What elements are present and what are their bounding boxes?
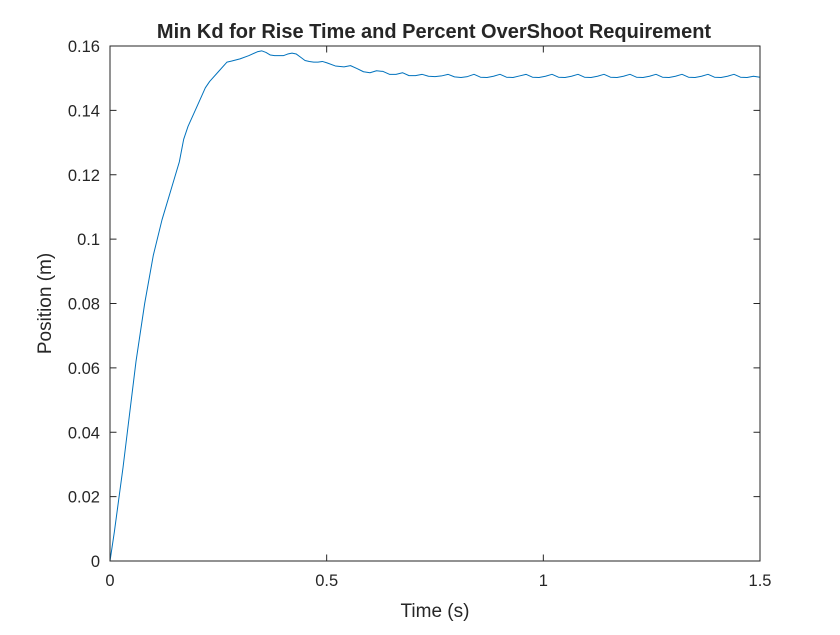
series-line — [109, 50, 761, 562]
plot-area-border — [109, 45, 761, 562]
y-tick-label: 0.14 — [68, 102, 100, 120]
x-tick-label: 1.5 — [749, 572, 772, 590]
y-tick-label: 0.12 — [68, 167, 100, 185]
y-tick-label: 0.08 — [68, 296, 100, 314]
y-tick-label: 0.16 — [68, 38, 100, 56]
y-tick-label: 0.04 — [68, 424, 100, 442]
y-axis-label: Position (m) — [35, 253, 56, 354]
plot-layer — [109, 50, 761, 562]
y-tick-label: 0.1 — [77, 231, 100, 249]
x-tick-label: 0 — [105, 572, 114, 590]
y-tick-label: 0.02 — [68, 489, 100, 507]
x-axis-label: Time (s) — [401, 601, 470, 622]
x-tick-label: 0.5 — [315, 572, 338, 590]
x-tick-label: 1 — [539, 572, 548, 590]
y-tick-label: 0.06 — [68, 360, 100, 378]
y-tick-label: 0 — [91, 553, 100, 571]
chart-title: Min Kd for Rise Time and Percent OverSho… — [157, 21, 712, 43]
ticks-layer: 0 0.5 1 1.5 0 0.02 0.04 0.06 0.08 0.1 0.12 0.14 0.16 — [68, 38, 772, 590]
